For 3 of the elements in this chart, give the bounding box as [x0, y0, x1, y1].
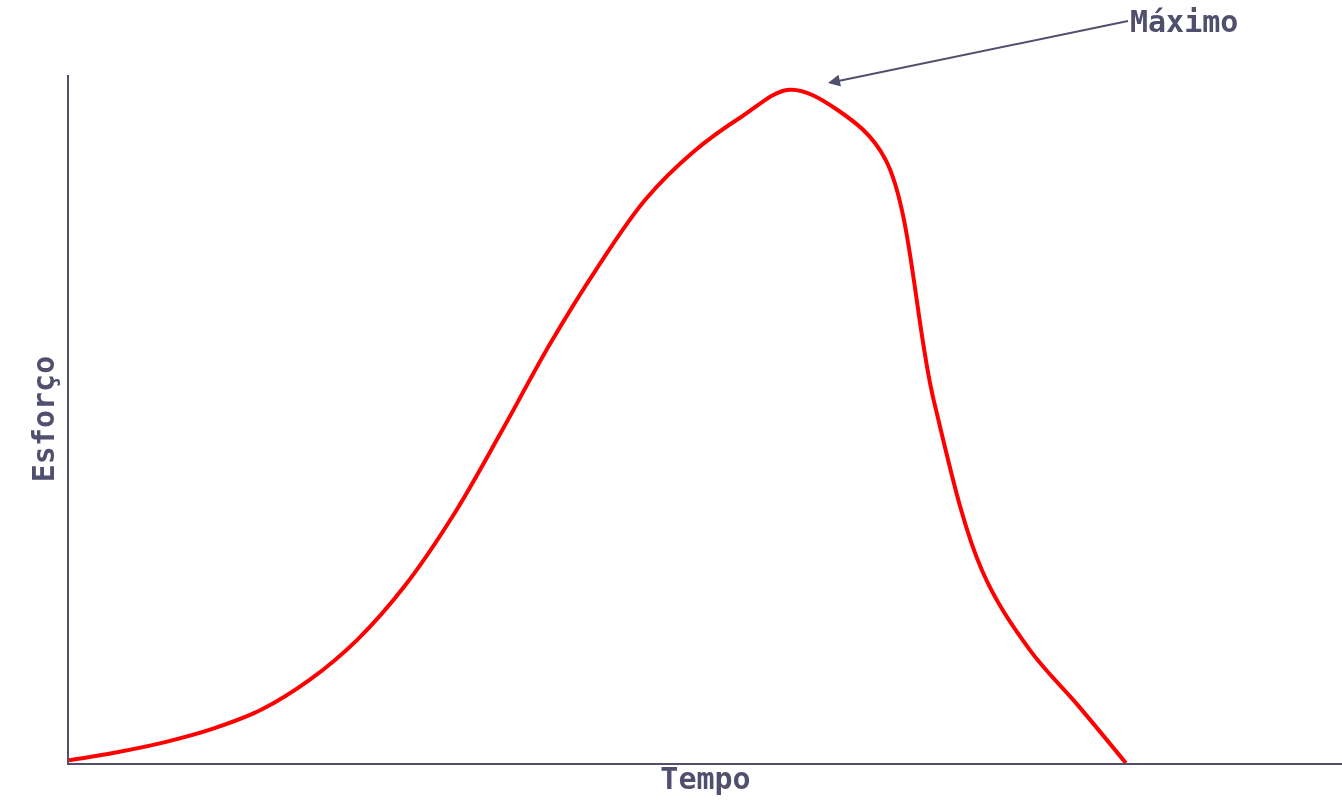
x-axis-title: Tempo — [660, 761, 751, 796]
text: Máximo — [1130, 4, 1239, 39]
y-axis-title: Esforço — [25, 355, 61, 483]
